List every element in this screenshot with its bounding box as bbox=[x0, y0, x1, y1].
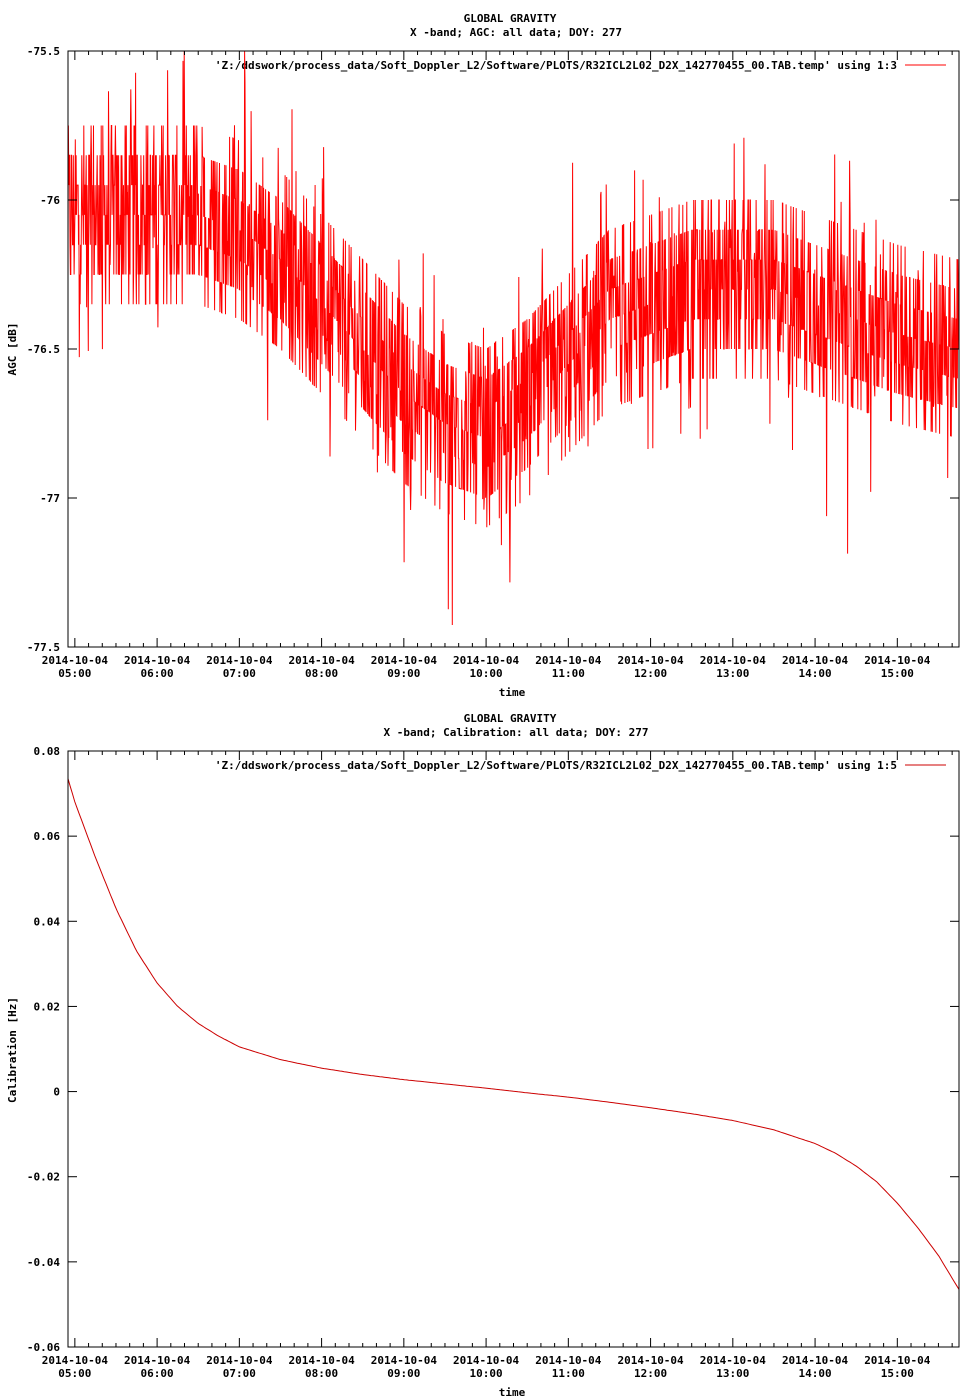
x-tick-label-time: 06:00 bbox=[141, 1367, 174, 1380]
x-tick-label-date: 2014-10-04 bbox=[124, 1354, 191, 1367]
agc-chart: GLOBAL GRAVITY X -band; AGC: all data; D… bbox=[6, 12, 960, 699]
y-tick-label: -0.02 bbox=[27, 1171, 60, 1184]
legend-label: 'Z:/ddswork/process_data/Soft_Doppler_L2… bbox=[215, 759, 897, 772]
x-tick-label-time: 09:00 bbox=[387, 1367, 420, 1380]
x-tick-label-date: 2014-10-04 bbox=[288, 654, 355, 667]
y-tick-label: 0.08 bbox=[34, 745, 61, 758]
y-tick-label: -76.5 bbox=[27, 343, 60, 356]
x-tick-label-date: 2014-10-04 bbox=[864, 1354, 931, 1367]
y-tick-label: 0.06 bbox=[34, 830, 61, 843]
legend-label: 'Z:/ddswork/process_data/Soft_Doppler_L2… bbox=[215, 59, 897, 72]
x-tick-label-date: 2014-10-04 bbox=[617, 654, 684, 667]
calibration-trace-layer bbox=[67, 778, 960, 1290]
x-tick-label-date: 2014-10-04 bbox=[782, 654, 849, 667]
x-tick-label-date: 2014-10-04 bbox=[288, 1354, 355, 1367]
x-tick-label-date: 2014-10-04 bbox=[42, 654, 109, 667]
y-tick-label: -76 bbox=[40, 194, 60, 207]
x-tick-label-time: 05:00 bbox=[58, 667, 91, 680]
x-tick-label-date: 2014-10-04 bbox=[453, 654, 520, 667]
data-series-line bbox=[67, 50, 960, 626]
x-tick-label-date: 2014-10-04 bbox=[782, 1354, 849, 1367]
y-tick-label: -0.04 bbox=[27, 1256, 60, 1269]
x-tick-label-date: 2014-10-04 bbox=[42, 1354, 109, 1367]
x-tick-label-time: 12:00 bbox=[634, 667, 667, 680]
x-tick-label-time: 06:00 bbox=[141, 667, 174, 680]
chart-title: GLOBAL GRAVITY bbox=[464, 712, 557, 725]
calibration-chart: GLOBAL GRAVITY X -band; Calibration: all… bbox=[6, 712, 960, 1399]
chart-subtitle: X -band; Calibration: all data; DOY: 277 bbox=[384, 726, 649, 739]
x-tick-label-time: 05:00 bbox=[58, 1367, 91, 1380]
y-axis-label: Calibration [Hz] bbox=[6, 997, 19, 1103]
agc-axes-layer: -75.5-76-76.5-77-77.52014-10-0405:002014… bbox=[27, 45, 960, 680]
x-axis-label: time bbox=[499, 686, 526, 699]
chart-subtitle: X -band; AGC: all data; DOY: 277 bbox=[410, 26, 622, 39]
x-tick-label-time: 10:00 bbox=[470, 667, 503, 680]
x-tick-label-time: 09:00 bbox=[387, 667, 420, 680]
y-tick-label: 0.04 bbox=[34, 915, 61, 928]
x-tick-label-time: 12:00 bbox=[634, 1367, 667, 1380]
x-axis-label: time bbox=[499, 1386, 526, 1399]
x-tick-label-date: 2014-10-04 bbox=[535, 654, 602, 667]
x-tick-label-date: 2014-10-04 bbox=[453, 1354, 520, 1367]
y-tick-label: -75.5 bbox=[27, 45, 60, 58]
x-tick-label-time: 07:00 bbox=[223, 1367, 256, 1380]
x-tick-label-date: 2014-10-04 bbox=[535, 1354, 602, 1367]
x-tick-label-time: 08:00 bbox=[305, 667, 338, 680]
y-tick-label: -77.5 bbox=[27, 641, 60, 654]
x-tick-label-date: 2014-10-04 bbox=[617, 1354, 684, 1367]
y-tick-label: 0 bbox=[53, 1086, 60, 1099]
chart-title: GLOBAL GRAVITY bbox=[464, 12, 557, 25]
x-tick-label-date: 2014-10-04 bbox=[206, 1354, 273, 1367]
agc-trace-layer bbox=[67, 50, 960, 626]
x-tick-label-time: 15:00 bbox=[881, 1367, 914, 1380]
x-tick-label-time: 13:00 bbox=[716, 1367, 749, 1380]
y-axis-label: AGC [dB] bbox=[6, 323, 19, 376]
x-tick-label-date: 2014-10-04 bbox=[206, 654, 273, 667]
y-tick-label: 0.02 bbox=[34, 1000, 61, 1013]
x-tick-label-date: 2014-10-04 bbox=[371, 654, 438, 667]
x-tick-label-date: 2014-10-04 bbox=[700, 1354, 767, 1367]
x-tick-label-time: 07:00 bbox=[223, 667, 256, 680]
x-tick-label-time: 15:00 bbox=[881, 667, 914, 680]
x-tick-label-time: 10:00 bbox=[470, 1367, 503, 1380]
y-tick-label: -77 bbox=[40, 492, 60, 505]
calibration-axes-layer: 0.080.060.040.020-0.02-0.04-0.062014-10-… bbox=[27, 745, 960, 1380]
plot-frame bbox=[67, 750, 960, 1348]
x-tick-label-date: 2014-10-04 bbox=[124, 654, 191, 667]
y-tick-label: -0.06 bbox=[27, 1341, 60, 1354]
x-tick-label-time: 13:00 bbox=[716, 667, 749, 680]
x-tick-label-time: 14:00 bbox=[799, 667, 832, 680]
x-tick-label-time: 08:00 bbox=[305, 1367, 338, 1380]
x-tick-label-date: 2014-10-04 bbox=[864, 654, 931, 667]
x-tick-label-time: 11:00 bbox=[552, 1367, 585, 1380]
data-series-line bbox=[67, 778, 960, 1290]
x-tick-label-time: 14:00 bbox=[799, 1367, 832, 1380]
x-tick-label-date: 2014-10-04 bbox=[700, 654, 767, 667]
x-tick-label-date: 2014-10-04 bbox=[371, 1354, 438, 1367]
x-tick-label-time: 11:00 bbox=[552, 667, 585, 680]
